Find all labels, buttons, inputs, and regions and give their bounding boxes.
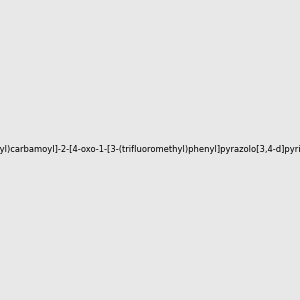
Text: N-[(2,4-dimethylphenyl)carbamoyl]-2-[4-oxo-1-[3-(trifluoromethyl)phenyl]pyrazolo: N-[(2,4-dimethylphenyl)carbamoyl]-2-[4-o… bbox=[0, 146, 300, 154]
